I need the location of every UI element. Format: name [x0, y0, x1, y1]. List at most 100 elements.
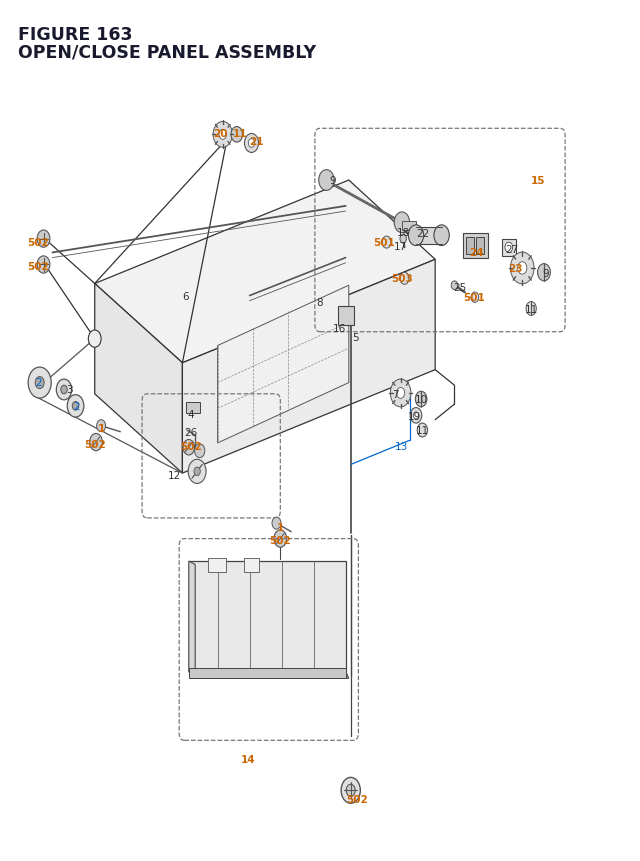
Text: 501: 501 — [373, 238, 395, 248]
Bar — [463, 234, 488, 258]
Circle shape — [67, 395, 84, 418]
Circle shape — [219, 130, 227, 140]
Circle shape — [231, 127, 243, 143]
Text: 9: 9 — [542, 269, 548, 279]
Bar — [186, 403, 200, 413]
Circle shape — [434, 226, 449, 246]
Text: 25: 25 — [453, 282, 466, 293]
Text: 1: 1 — [97, 424, 105, 434]
Circle shape — [194, 468, 200, 476]
Circle shape — [188, 460, 206, 484]
Circle shape — [413, 412, 419, 419]
Circle shape — [417, 424, 428, 437]
Circle shape — [538, 264, 550, 282]
Bar — [338, 307, 354, 325]
Text: 4: 4 — [188, 410, 194, 420]
Bar — [476, 238, 484, 255]
Circle shape — [451, 282, 458, 290]
Text: 10: 10 — [415, 394, 428, 405]
Circle shape — [28, 368, 51, 399]
Text: 27: 27 — [506, 245, 518, 255]
Circle shape — [35, 377, 44, 389]
Text: 502: 502 — [28, 262, 49, 272]
Circle shape — [90, 434, 102, 451]
Text: 3: 3 — [66, 384, 72, 394]
Circle shape — [341, 777, 360, 803]
Text: 21: 21 — [249, 137, 263, 147]
Circle shape — [213, 122, 232, 148]
Circle shape — [248, 139, 255, 148]
Circle shape — [72, 402, 79, 411]
Circle shape — [511, 253, 534, 284]
Text: 15: 15 — [531, 176, 545, 186]
Text: 7: 7 — [392, 389, 399, 400]
Text: 24: 24 — [470, 248, 484, 258]
Text: 1: 1 — [276, 522, 284, 532]
Bar — [244, 559, 259, 573]
Polygon shape — [182, 260, 435, 474]
Text: 11: 11 — [233, 128, 247, 139]
Text: 502: 502 — [346, 794, 368, 804]
Text: 18: 18 — [397, 227, 410, 238]
Circle shape — [272, 517, 281, 530]
Circle shape — [471, 293, 479, 303]
Text: 9: 9 — [330, 176, 336, 186]
Text: 23: 23 — [508, 263, 522, 274]
Text: 5: 5 — [352, 332, 358, 343]
Text: 502: 502 — [84, 439, 106, 449]
Circle shape — [97, 420, 106, 432]
Circle shape — [274, 530, 287, 548]
Text: 12: 12 — [168, 470, 180, 480]
Circle shape — [408, 226, 424, 246]
Text: 6: 6 — [182, 292, 189, 302]
Circle shape — [526, 302, 536, 316]
Circle shape — [56, 380, 72, 400]
Circle shape — [183, 440, 195, 455]
Circle shape — [346, 784, 355, 796]
Circle shape — [195, 444, 205, 458]
Circle shape — [394, 213, 410, 233]
Bar — [189, 668, 346, 678]
Text: 2: 2 — [35, 377, 42, 387]
Text: 22: 22 — [416, 229, 429, 239]
Polygon shape — [95, 181, 435, 363]
Polygon shape — [189, 561, 195, 675]
Bar — [466, 238, 474, 255]
Circle shape — [88, 331, 101, 348]
Circle shape — [319, 170, 334, 191]
Circle shape — [415, 392, 427, 407]
Circle shape — [400, 273, 409, 285]
Bar — [402, 222, 416, 231]
Circle shape — [382, 237, 391, 249]
Circle shape — [37, 231, 50, 248]
Text: 20: 20 — [214, 128, 228, 139]
Circle shape — [244, 134, 259, 153]
Text: 502: 502 — [28, 238, 49, 248]
Circle shape — [410, 408, 422, 424]
Text: 17: 17 — [394, 241, 406, 251]
Text: 13: 13 — [396, 441, 408, 451]
Text: 11: 11 — [525, 305, 538, 315]
Text: 14: 14 — [241, 754, 255, 765]
Circle shape — [400, 235, 406, 244]
Circle shape — [61, 386, 67, 394]
Polygon shape — [95, 284, 182, 474]
Polygon shape — [218, 286, 349, 443]
Polygon shape — [189, 561, 346, 672]
Circle shape — [390, 380, 411, 407]
Bar — [208, 559, 226, 573]
Circle shape — [518, 263, 527, 275]
Text: 501: 501 — [463, 293, 484, 303]
Text: 502: 502 — [269, 536, 291, 546]
Text: 26: 26 — [184, 427, 197, 437]
Circle shape — [37, 257, 50, 274]
Text: OPEN/CLOSE PANEL ASSEMBLY: OPEN/CLOSE PANEL ASSEMBLY — [18, 43, 316, 61]
Circle shape — [397, 388, 404, 399]
Text: 19: 19 — [408, 412, 421, 422]
Text: FIGURE 163: FIGURE 163 — [18, 26, 132, 44]
Text: 16: 16 — [333, 324, 346, 334]
Bar — [415, 227, 444, 245]
Polygon shape — [189, 672, 349, 678]
Text: 8: 8 — [317, 298, 323, 308]
Text: 2: 2 — [74, 401, 80, 412]
